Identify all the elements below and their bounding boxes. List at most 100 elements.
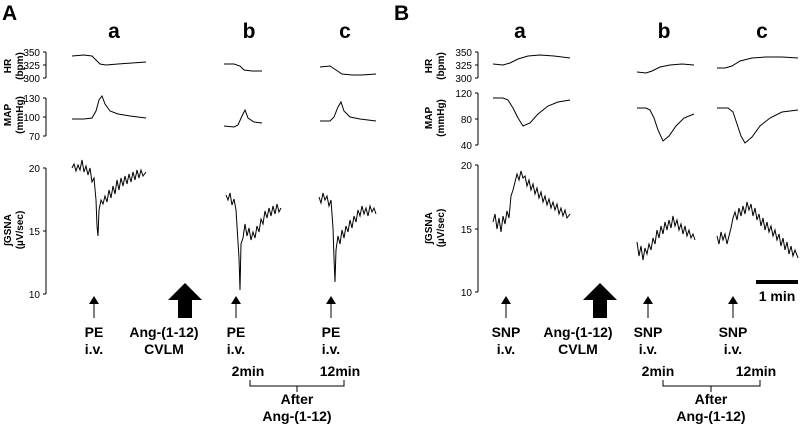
gsna-tick: 15 xyxy=(461,225,473,236)
stimulus-labels: PE i.v. PE i.v. PE i.v. Ang-(1-12) CVLM … xyxy=(85,324,361,424)
map-trace-b xyxy=(223,108,263,128)
hr-tick: 350 xyxy=(455,48,472,59)
hr-trace-c xyxy=(319,65,377,76)
stimulus-label: PE xyxy=(227,324,246,340)
hr-trace-c xyxy=(717,56,799,69)
stimulus-markers: 1 min xyxy=(501,280,798,318)
hr-tick: 350 xyxy=(23,48,40,59)
hr-tick: 300 xyxy=(23,74,40,85)
big-arrow-icon xyxy=(583,283,617,318)
map-trace-a xyxy=(493,97,571,127)
condition-label-c: c xyxy=(339,20,351,43)
stimulus-label: SNP xyxy=(719,324,748,340)
gsna-axis: ∫GSNA (µV/sec) 20 15 10 xyxy=(3,164,47,301)
gsna-tick: 15 xyxy=(29,227,41,238)
hr-trace-a xyxy=(71,54,147,66)
after-label: After xyxy=(695,391,728,407)
scale-bar-label: 1 min xyxy=(759,288,796,304)
map-trace-c xyxy=(320,100,377,122)
condition-label-b: b xyxy=(658,20,671,43)
map-tick: 120 xyxy=(455,89,472,100)
panel-b: B a b c HR (bpm) 350 325 300 MAP (mmHg) … xyxy=(394,2,799,424)
hr-traces xyxy=(492,54,799,74)
after-drug-label: Ang-(1-12) xyxy=(262,408,331,424)
drug-label: Ang-(1-12) xyxy=(129,324,198,340)
gsna-axis-label: ∫GSNA xyxy=(424,212,435,245)
panel-label: A xyxy=(2,2,17,25)
arrow-icon-head xyxy=(728,296,738,304)
big-arrow-icon xyxy=(168,283,202,318)
gsna-traces xyxy=(492,170,799,261)
hr-trace-a xyxy=(492,54,571,66)
condition-label-a: a xyxy=(108,20,120,43)
map-tick: 80 xyxy=(461,115,473,126)
gsna-tick: 10 xyxy=(29,290,41,301)
gsna-axis-unit: (µV/sec) xyxy=(436,209,447,248)
stimulus-label: SNP xyxy=(492,324,521,340)
gsna-trace-a xyxy=(71,159,147,237)
stimulus-markers xyxy=(89,283,336,318)
gsna-tick: 20 xyxy=(29,164,41,175)
arrow-icon-head xyxy=(231,296,241,304)
hr-traces xyxy=(71,54,377,76)
stimulus-labels: SNP i.v. SNP i.v. SNP i.v. Ang-(1-12) CV… xyxy=(492,324,777,424)
hr-axis: HR (bpm) 350 325 300 xyxy=(424,48,479,85)
map-axis-label: MAP xyxy=(3,104,14,127)
stimulus-route: i.v. xyxy=(85,341,103,357)
stimulus-route: i.v. xyxy=(227,341,245,357)
stimulus-route: i.v. xyxy=(497,341,515,357)
hr-axis-unit: (bpm) xyxy=(15,52,26,80)
after-label: After xyxy=(281,391,314,407)
map-axis: MAP (mmHg) 120 80 40 xyxy=(424,89,479,152)
map-tick: 130 xyxy=(23,94,40,105)
drug-label: Ang-(1-12) xyxy=(543,324,612,340)
time-label-2min: 2min xyxy=(232,363,265,379)
stimulus-label: SNP xyxy=(634,324,663,340)
condition-label-a: a xyxy=(514,20,526,43)
map-tick: 100 xyxy=(23,113,40,124)
arrow-icon-head xyxy=(643,296,653,304)
gsna-trace-b xyxy=(636,215,696,261)
gsna-trace-c xyxy=(318,192,377,283)
gsna-trace-a xyxy=(492,170,571,233)
hr-axis-line xyxy=(475,51,479,79)
stimulus-route: i.v. xyxy=(724,341,742,357)
gsna-traces xyxy=(71,159,377,291)
map-axis-unit: (mmHg) xyxy=(436,99,447,137)
map-trace-b xyxy=(637,107,695,142)
gsna-trace-b xyxy=(225,192,282,291)
gsna-trace-c xyxy=(716,201,799,259)
map-axis: MAP (mmHg) 130 100 70 xyxy=(3,94,47,143)
map-trace-a xyxy=(72,94,147,120)
gsna-tick: 10 xyxy=(461,288,473,299)
hr-axis-label: HR xyxy=(424,58,435,73)
stimulus-route: i.v. xyxy=(639,341,657,357)
hr-axis: HR (bpm) 350 325 300 xyxy=(3,48,47,85)
hr-trace-b xyxy=(224,63,262,72)
arrow-icon-head xyxy=(326,296,336,304)
arrow-icon-head xyxy=(89,296,99,304)
map-traces xyxy=(72,94,377,128)
condition-label-c: c xyxy=(756,20,768,43)
map-axis-label: MAP xyxy=(424,107,435,130)
map-axis-unit: (mmHg) xyxy=(15,96,26,134)
panel-label: B xyxy=(394,2,409,25)
gsna-axis-label: ∫GSNA xyxy=(3,214,14,247)
panel-a: A a b c HR (bpm) 350 325 300 MAP (mmHg) … xyxy=(2,2,377,424)
after-drug-label: Ang-(1-12) xyxy=(676,408,745,424)
hr-trace-b xyxy=(636,63,695,74)
gsna-tick: 20 xyxy=(461,161,473,172)
hr-axis-line xyxy=(43,51,47,79)
time-label-2min: 2min xyxy=(642,363,675,379)
condition-label-b: b xyxy=(243,20,256,43)
stimulus-route: i.v. xyxy=(322,341,340,357)
map-tick: 40 xyxy=(461,141,473,152)
time-label-12min: 12min xyxy=(320,363,360,379)
time-label-12min: 12min xyxy=(736,363,776,379)
hr-tick: 325 xyxy=(455,61,472,72)
arrow-icon-head xyxy=(501,296,511,304)
drug-site: CVLM xyxy=(144,341,184,357)
map-trace-c xyxy=(717,107,799,144)
map-tick: 70 xyxy=(29,132,41,143)
